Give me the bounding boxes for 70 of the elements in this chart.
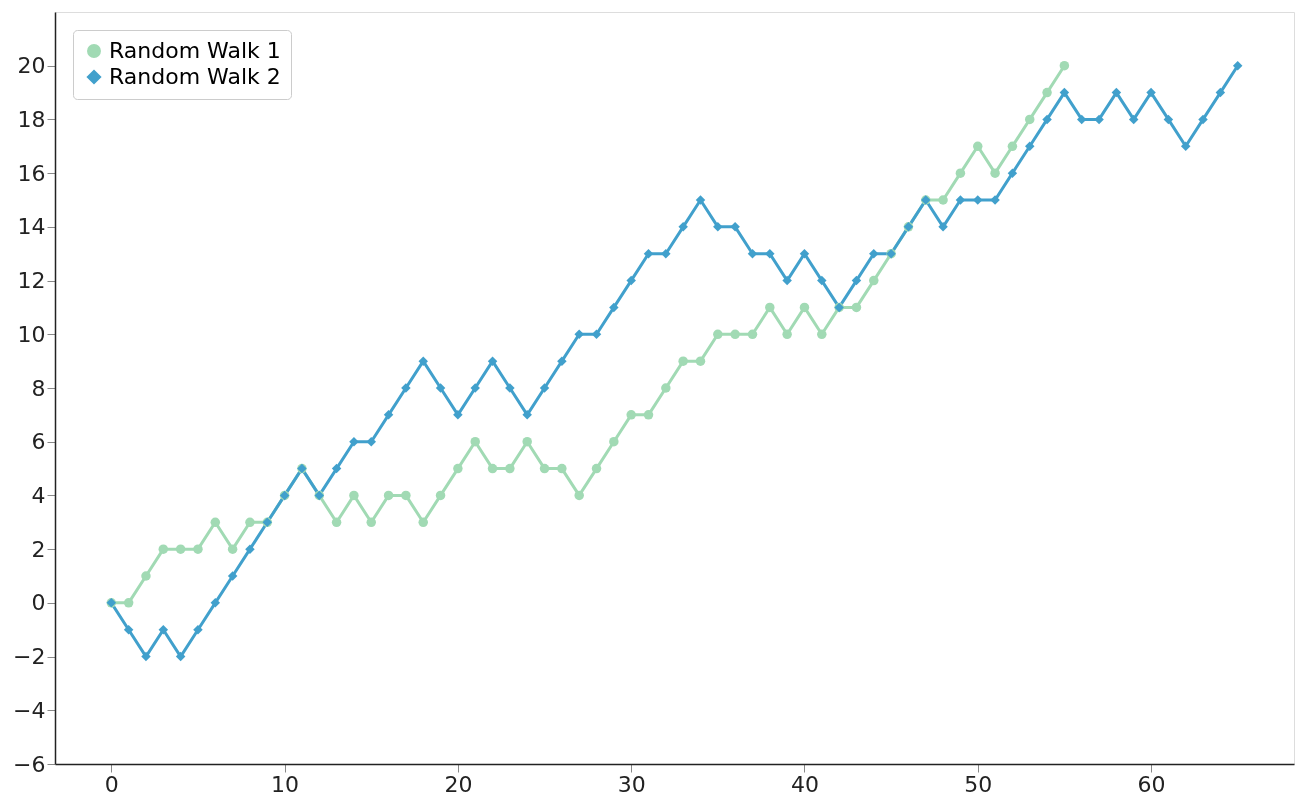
point: [747, 329, 758, 340]
y-tick-label: 8: [31, 375, 46, 401]
point: [141, 571, 151, 581]
point: [817, 329, 827, 340]
legend-label: Random Walk 2: [109, 64, 281, 89]
point: [383, 490, 394, 501]
point: [227, 544, 238, 554]
y-tick-label: 16: [17, 160, 46, 186]
point: [453, 463, 463, 474]
point: [487, 463, 498, 474]
point: [574, 490, 584, 501]
point: [470, 436, 480, 447]
x-tick-label: 30: [617, 771, 646, 797]
point: [626, 410, 636, 420]
point: [245, 517, 255, 528]
point: [938, 195, 948, 205]
y-tick-label: 20: [17, 53, 46, 79]
point: [765, 302, 775, 313]
x-tick-label: 40: [790, 771, 819, 797]
point: [869, 275, 879, 286]
point: [1042, 87, 1052, 98]
y-tick-label: 12: [17, 268, 46, 294]
x-tick-label: 10: [271, 771, 300, 797]
y-tick-label: 6: [31, 429, 46, 455]
point: [175, 544, 186, 554]
x-tick-label: 20: [444, 771, 473, 797]
x-tick-label: 50: [964, 771, 993, 797]
point: [210, 517, 221, 528]
y-tick-label: −6: [13, 751, 46, 777]
point: [539, 463, 550, 474]
y-tick-label: 0: [31, 590, 46, 616]
point: [730, 329, 740, 340]
point: [349, 490, 359, 501]
point: [1007, 141, 1018, 152]
point: [990, 168, 1000, 178]
point: [1059, 60, 1070, 71]
point: [522, 436, 532, 447]
x-tick-label: 60: [1137, 771, 1166, 797]
point: [401, 490, 411, 501]
point: [851, 302, 862, 313]
point: [331, 517, 342, 528]
point: [713, 329, 723, 340]
point: [782, 329, 792, 340]
point: [591, 463, 602, 474]
point: [695, 356, 706, 366]
x-tick-label: 0: [104, 771, 119, 797]
point: [609, 436, 619, 447]
point: [435, 490, 446, 501]
y-tick-label: −4: [13, 697, 46, 723]
point: [418, 517, 428, 528]
point: [158, 544, 169, 554]
point: [366, 517, 376, 528]
point: [557, 463, 567, 474]
y-tick-label: −2: [13, 644, 46, 670]
point: [955, 168, 966, 178]
point: [973, 141, 983, 152]
point: [505, 463, 515, 474]
y-tick-label: 18: [17, 106, 46, 132]
point: [643, 410, 654, 420]
legend-label: Random Walk 1: [109, 38, 281, 63]
y-tick-label: 10: [17, 321, 46, 347]
y-tick-label: 2: [31, 536, 46, 562]
y-tick-label: 4: [31, 482, 46, 508]
point: [678, 356, 688, 366]
point: [193, 544, 203, 554]
y-tick-label: 14: [17, 214, 46, 240]
point: [1024, 114, 1035, 125]
point: [799, 302, 810, 313]
point: [661, 383, 671, 393]
point: [123, 598, 134, 608]
